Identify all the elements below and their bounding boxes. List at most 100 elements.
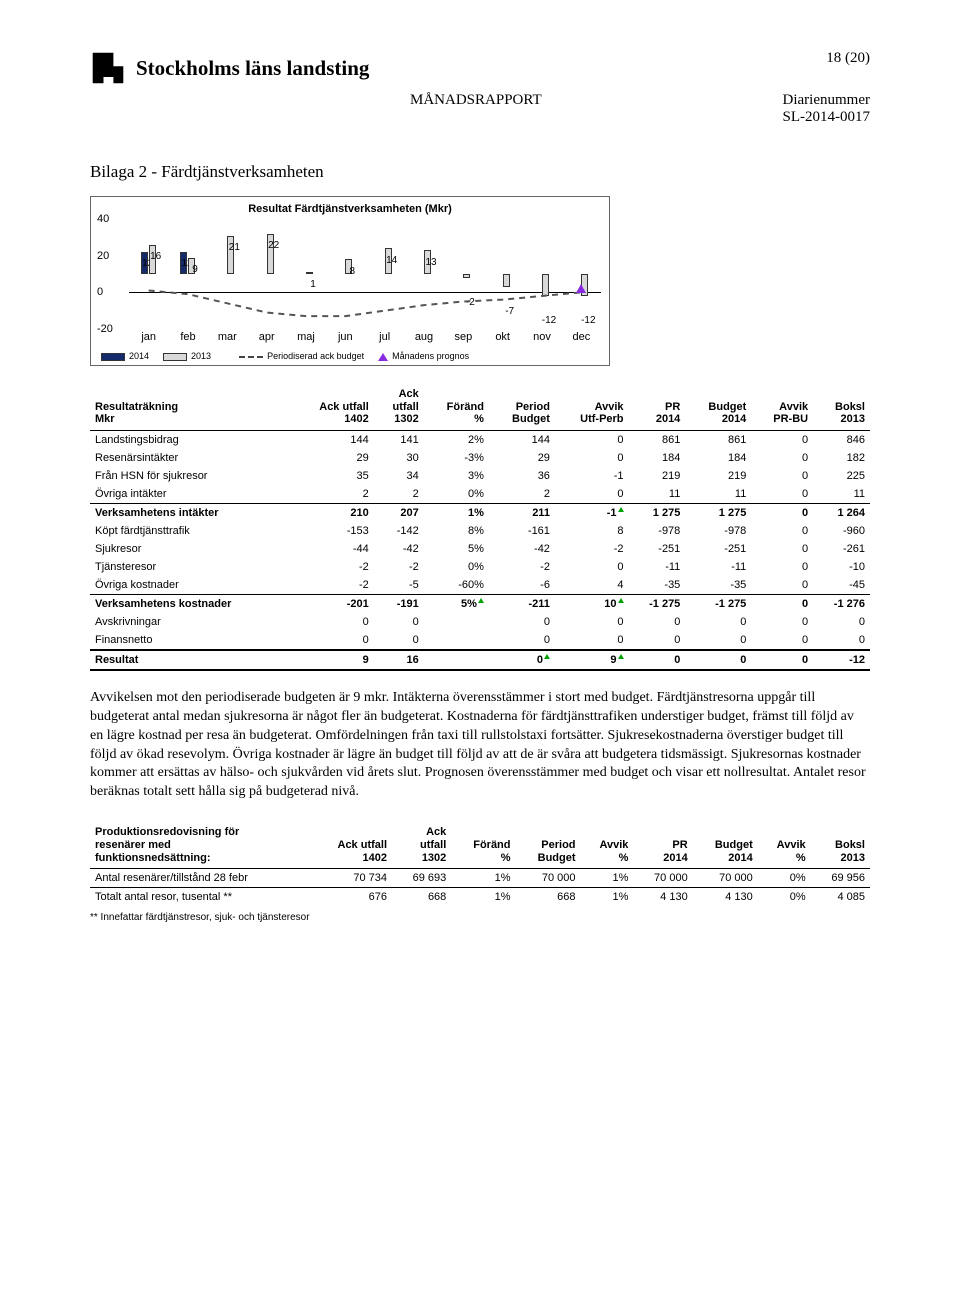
cell-value: 0	[751, 594, 813, 613]
legend-prognos: Månadens prognos	[378, 351, 469, 361]
cell-value: 0	[489, 650, 555, 670]
cell-value: 0%	[424, 558, 489, 576]
cell-value: 5%	[424, 594, 489, 613]
table-row: Sjukresor-44-425%-42-2-251-2510-261	[90, 540, 870, 558]
cell-value: 4 130	[633, 888, 692, 907]
sll-logo-icon	[90, 50, 126, 86]
result-table: ResultaträkningMkrAck utfall1402Ackutfal…	[90, 384, 870, 671]
cell-value: -44	[292, 540, 374, 558]
column-header: Ackutfall1302	[374, 384, 424, 430]
cell-value: 210	[292, 503, 374, 522]
cell-value: -42	[489, 540, 555, 558]
diarie-number: SL-2014-0017	[783, 109, 871, 125]
cell-value: 1 275	[685, 503, 751, 522]
diarie-label: Diarienummer	[783, 92, 870, 108]
legend-budget: Periodiserad ack budget	[239, 351, 364, 361]
column-header: Avvik%	[758, 822, 811, 868]
column-header: PeriodBudget	[516, 822, 581, 868]
table-row: Köpt färdtjänsttrafik-153-1428%-1618-978…	[90, 522, 870, 540]
cell-value: -6	[489, 576, 555, 595]
table-row: Tjänsteresor-2-20%-20-11-110-10	[90, 558, 870, 576]
indicator-icon	[544, 654, 550, 659]
chart-plot-area: 12121692122181413-2-7-12-1240200-20janfe…	[101, 219, 601, 349]
cell-value: 8%	[424, 522, 489, 540]
cell-value: 0	[555, 430, 629, 449]
cell-value: 0	[629, 631, 686, 650]
cell-value: 668	[392, 888, 451, 907]
column-header: AvvikUtf-Perb	[555, 384, 629, 430]
table-row: Avskrivningar00000000	[90, 613, 870, 631]
month-label: sep	[449, 331, 477, 343]
cell-value: -10	[813, 558, 870, 576]
cell-value: 16	[374, 650, 424, 670]
indicator-icon	[618, 598, 624, 603]
indicator-icon	[618, 654, 624, 659]
cell-value: 0	[751, 650, 813, 670]
cell-value: 1 275	[629, 503, 686, 522]
cell-value: 70 000	[516, 869, 581, 888]
production-table: Produktionsredovisning förresenärer medf…	[90, 822, 870, 906]
cell-value: 0	[374, 631, 424, 650]
cell-value: 4	[555, 576, 629, 595]
cell-value: 0	[629, 650, 686, 670]
table-footnote: ** Innefattar färdtjänstresor, sjuk- och…	[90, 912, 870, 923]
cell-value: -42	[374, 540, 424, 558]
cell-value: -60%	[424, 576, 489, 595]
cell-value: 0%	[758, 888, 811, 907]
row-label: Resenärsintäkter	[90, 449, 292, 467]
cell-value: 141	[374, 430, 424, 449]
table-row: Verksamhetens kostnader-201-1915%-21110-…	[90, 594, 870, 613]
budget-line	[129, 219, 601, 329]
cell-value: 1%	[451, 869, 515, 888]
row-label: Tjänsteresor	[90, 558, 292, 576]
cell-value: 184	[685, 449, 751, 467]
section-title: Bilaga 2 - Färdtjänstverksamheten	[90, 162, 870, 182]
table-row: Resultat91609000-12	[90, 650, 870, 670]
cell-value: 0	[751, 430, 813, 449]
cell-value: -11	[629, 558, 686, 576]
column-header: Ack utfall1402	[311, 822, 392, 868]
column-header: Boksl2013	[811, 822, 870, 868]
cell-value: 0	[751, 540, 813, 558]
cell-value: 5%	[424, 540, 489, 558]
cell-value: 29	[489, 449, 555, 467]
cell-value: -211	[489, 594, 555, 613]
cell-value: 0%	[424, 485, 489, 504]
cell-value: 9	[292, 650, 374, 670]
cell-value: -2	[374, 558, 424, 576]
month-label: apr	[253, 331, 281, 343]
cell-value: 0	[292, 613, 374, 631]
cell-value	[424, 650, 489, 670]
column-header: PeriodBudget	[489, 384, 555, 430]
logo-block: Stockholms läns landsting	[90, 50, 826, 86]
cell-value: 211	[489, 503, 555, 522]
cell-value: -1 275	[685, 594, 751, 613]
y-tick-label: -20	[97, 323, 113, 335]
cell-value: 219	[685, 467, 751, 485]
cell-value: 1%	[581, 869, 634, 888]
cell-value: 0	[751, 631, 813, 650]
cell-value: 8	[555, 522, 629, 540]
column-header: Budget2014	[685, 384, 751, 430]
cell-value: 1 264	[813, 503, 870, 522]
subheader: MÅNADSRAPPORT Diarienummer SL-2014-0017	[90, 92, 870, 126]
cell-value: 1%	[581, 888, 634, 907]
cell-value: 676	[311, 888, 392, 907]
cell-value	[424, 631, 489, 650]
cell-value: 36	[489, 467, 555, 485]
org-name: Stockholms läns landsting	[136, 56, 369, 81]
row-label: Antal resenärer/tillstånd 28 febr	[90, 869, 311, 888]
cell-value: 29	[292, 449, 374, 467]
column-header: PR2014	[633, 822, 692, 868]
cell-value: 0	[555, 613, 629, 631]
month-label: feb	[174, 331, 202, 343]
cell-value: 0	[555, 631, 629, 650]
cell-value: 30	[374, 449, 424, 467]
column-header: Boksl2013	[813, 384, 870, 430]
cell-value	[424, 613, 489, 631]
cell-value: -978	[629, 522, 686, 540]
cell-value: 0	[489, 613, 555, 631]
indicator-icon	[618, 507, 624, 512]
cell-value: 11	[813, 485, 870, 504]
cell-value: 9	[555, 650, 629, 670]
